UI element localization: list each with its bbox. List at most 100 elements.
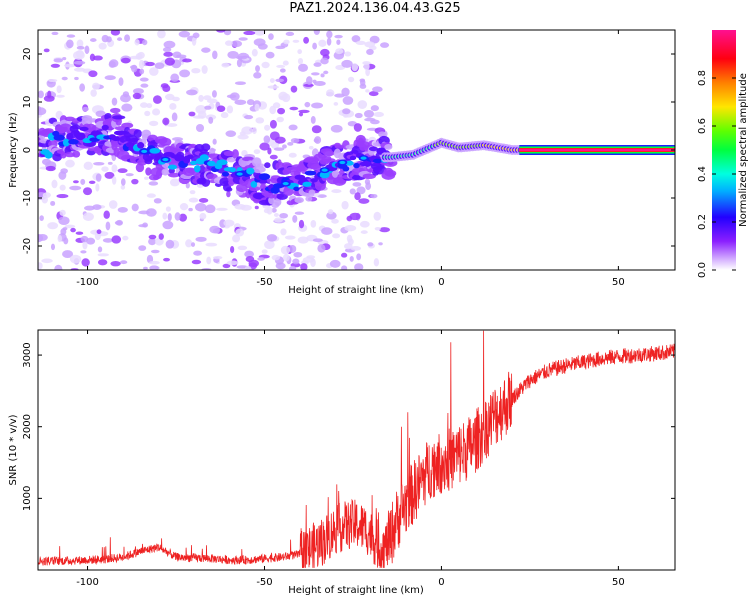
spectrogram-cell	[111, 136, 121, 142]
spectrogram-cell	[360, 156, 367, 160]
spectrogram-cell	[53, 58, 64, 63]
spectrogram-cell	[359, 220, 370, 228]
colorbar-tick-label: 0.8	[697, 70, 708, 86]
spectrogram-cell	[189, 190, 196, 195]
spectrogram-image	[38, 30, 675, 270]
spectrogram-cell	[342, 96, 354, 105]
spectrogram-cell	[161, 168, 170, 176]
spectrogram-cell	[48, 78, 58, 83]
spectrogram-cell	[313, 30, 320, 36]
spectrogram-cell	[64, 224, 76, 229]
spectrogram-cell	[63, 237, 69, 245]
spectrogram-cell	[352, 182, 362, 187]
spectrogram-cell	[73, 60, 86, 65]
spectrogram-cell	[312, 79, 317, 84]
spectrogram-cell	[275, 78, 285, 83]
spectrogram-cell	[330, 124, 343, 133]
spectrogram-cell	[141, 149, 148, 153]
spectrogram-cell	[284, 235, 296, 240]
spectrogram-cell	[312, 238, 323, 243]
spectrogram-cell	[80, 178, 86, 185]
spectrogram-cell	[259, 142, 270, 151]
x-tick-label: -100	[76, 577, 99, 588]
spectrogram-cell	[280, 228, 287, 236]
spectrogram-cell	[342, 165, 350, 172]
spectrogram-cell	[305, 196, 313, 202]
spectrogram-cell	[118, 130, 128, 135]
spectrogram-cell	[269, 105, 277, 115]
spectrogram-cell	[121, 103, 133, 112]
spectrogram-cell	[145, 167, 152, 176]
spectrogram-cell	[47, 222, 59, 230]
spectrogram-cell	[88, 180, 96, 185]
spectrogram-cell	[237, 134, 249, 140]
spectrogram-cell	[254, 205, 259, 210]
spectrogram-cell	[303, 36, 310, 44]
spectrogram-cell	[146, 193, 156, 198]
spectrogram-cell	[90, 38, 97, 42]
spectrogram-cell	[117, 206, 128, 213]
spectrogram-cell	[117, 37, 123, 41]
spectrogram-cell	[212, 228, 220, 234]
spectrogram-cell	[354, 263, 364, 270]
spectrogram-cell	[354, 192, 361, 201]
spectrogram-cell	[288, 124, 298, 131]
spectrogram-cell	[207, 160, 216, 167]
spectrogram-cell	[206, 173, 218, 180]
spectrogram-cell	[229, 167, 236, 173]
spectrogram-cell	[82, 187, 93, 196]
spectrogram-cell	[270, 141, 280, 149]
spectrogram-cell	[356, 253, 362, 261]
spectrogram-cell	[351, 63, 359, 72]
spectrogram-cell	[88, 70, 98, 78]
spectrogram-cell	[223, 219, 235, 227]
spectrogram-cell	[261, 249, 268, 254]
spectrogram-cell	[62, 227, 68, 231]
spectrogram-cell	[131, 178, 139, 185]
spectrogram-cell	[188, 197, 199, 203]
spectrogram-cell	[297, 49, 303, 55]
spectrogram-cell	[149, 265, 160, 270]
spectrogram-cell	[169, 178, 180, 187]
spectrogram-cell	[60, 168, 68, 174]
spectrogram-cell	[112, 115, 126, 120]
spectrogram-cell	[142, 39, 148, 46]
spectrogram-cell	[50, 63, 61, 68]
spectrogram-cell	[235, 228, 245, 237]
spectrogram-cell	[167, 164, 178, 170]
spectrogram-cell	[56, 94, 65, 98]
spectrogram-cell	[81, 258, 90, 267]
spectrogram-cell	[370, 119, 380, 125]
spectrogram-cell	[310, 163, 322, 171]
spectrogram-cell	[162, 220, 174, 230]
spectrogram-cell	[137, 142, 145, 149]
spectrogram-cell	[244, 114, 254, 120]
spectrogram-cell	[370, 193, 378, 199]
spectrogram-cell	[310, 258, 316, 268]
spectrogram-cell	[289, 265, 297, 270]
spectrogram-cell	[232, 149, 239, 159]
spectrogram-cell	[283, 39, 290, 45]
spectrogram-cell	[353, 162, 360, 169]
x-tick-label: 0	[438, 277, 444, 288]
colorbar-label: Normalized spectral amplitude	[738, 73, 749, 227]
spectrogram-cell	[334, 34, 343, 39]
spectrogram-cell	[58, 216, 70, 226]
spectrogram-cell	[199, 212, 207, 220]
spectrogram-cell	[241, 126, 253, 135]
spectrogram-cell	[153, 95, 162, 104]
spectrogram-cell	[226, 105, 234, 114]
spectrogram-cell	[232, 234, 241, 243]
spectrogram-cell	[95, 173, 102, 182]
spectrogram-cell	[97, 246, 103, 253]
spectrogram-cell	[167, 213, 172, 222]
spectrogram-cell	[59, 184, 66, 191]
spectrogram-cell	[162, 84, 171, 93]
spectrogram-cell	[341, 59, 353, 68]
spectrogram-cell	[350, 246, 362, 251]
spectrogram-cell	[179, 203, 189, 211]
spectrogram-cell	[320, 57, 329, 65]
spectrogram-cell	[222, 171, 230, 177]
spectrogram-cell	[75, 231, 84, 235]
spectrogram-cell	[165, 239, 175, 249]
